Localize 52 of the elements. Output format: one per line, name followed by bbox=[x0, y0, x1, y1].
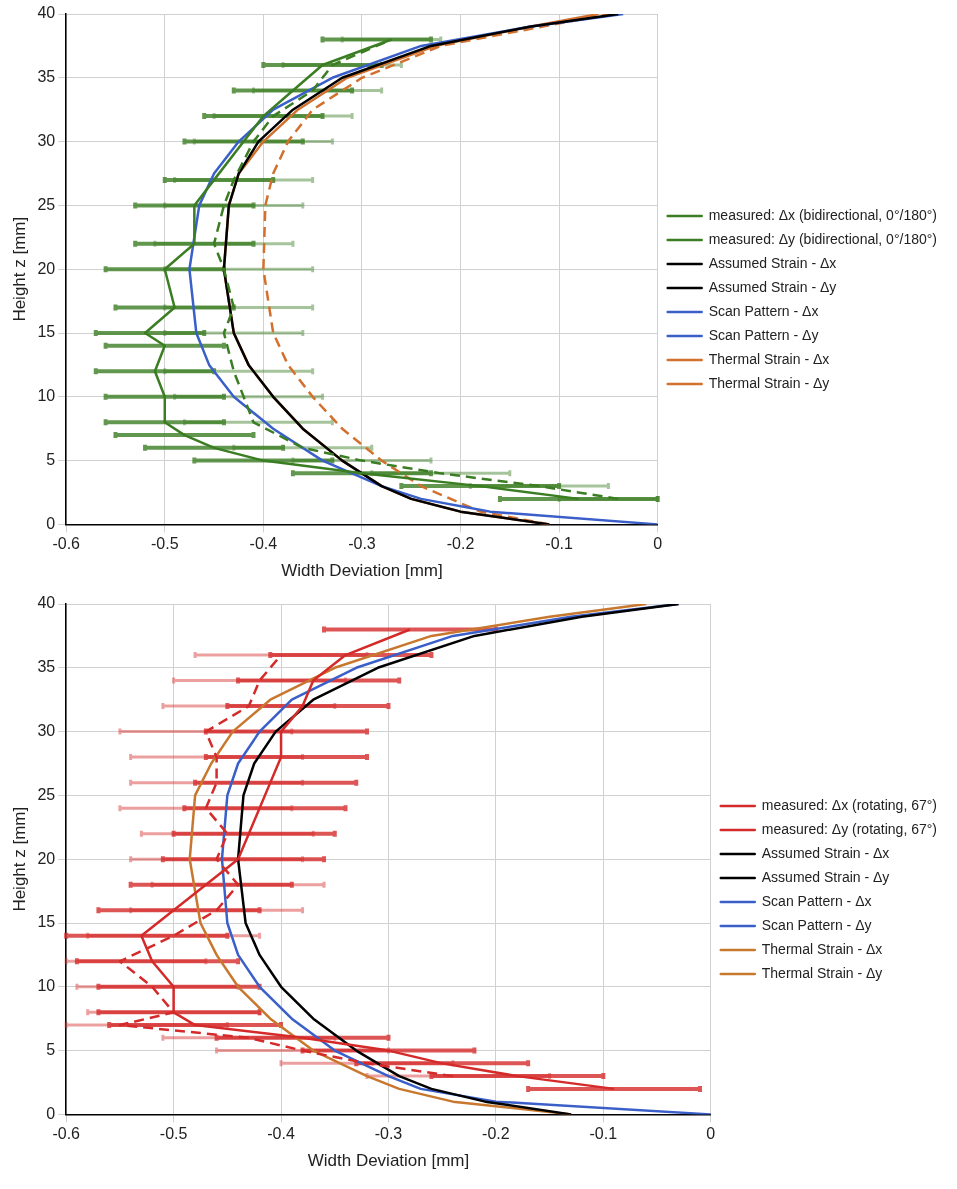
legend-label: measured: Δy (rotating, 67°) bbox=[761, 820, 937, 837]
y-axis-title: Height z [mm] bbox=[9, 216, 29, 322]
x-axis-title: Width Deviation [mm] bbox=[307, 1151, 470, 1171]
x-tick-label: -0.3 bbox=[348, 535, 376, 553]
x-tick-label: -0.4 bbox=[267, 1125, 295, 1143]
x-tick-label: -0.5 bbox=[159, 1125, 188, 1143]
legend-label: Assumed Strain - Δy bbox=[761, 868, 890, 885]
y-tick-label: 5 bbox=[46, 1041, 56, 1059]
legend-label: measured: Δx (bidirectional, 0°/180°) bbox=[708, 206, 938, 223]
y-tick-label: 20 bbox=[37, 849, 56, 867]
y-tick-label: 25 bbox=[37, 195, 56, 213]
y-tick-label: 0 bbox=[46, 1104, 56, 1122]
legend-label: measured: Δy (bidirectional, 0°/180°) bbox=[708, 230, 938, 247]
legend-label: Assumed Strain - Δx bbox=[708, 254, 837, 271]
y-tick-label: 15 bbox=[37, 913, 56, 931]
legend-label: Thermal Strain - Δx bbox=[761, 940, 883, 957]
legend-label: Assumed Strain - Δx bbox=[761, 844, 890, 861]
x-tick-label: -0.5 bbox=[150, 535, 179, 553]
x-tick-label: -0.3 bbox=[374, 1125, 403, 1143]
legend-label: Scan Pattern - Δx bbox=[761, 892, 872, 909]
x-tick-label: -0.1 bbox=[545, 535, 573, 553]
x-tick-label: 0 bbox=[706, 1125, 716, 1143]
y-tick-label: 35 bbox=[37, 658, 56, 676]
legend-label: measured: Δx (rotating, 67°) bbox=[761, 796, 937, 813]
x-tick-label: -0.2 bbox=[482, 1125, 510, 1143]
y-tick-label: 0 bbox=[46, 514, 56, 532]
legend-label: Scan Pattern - Δy bbox=[761, 916, 872, 933]
y-tick-label: 35 bbox=[37, 68, 56, 86]
y-tick-label: 20 bbox=[37, 259, 56, 277]
y-tick-label: 5 bbox=[46, 451, 56, 469]
x-tick-label: -0.2 bbox=[446, 535, 475, 553]
y-axis-title: Height z [mm] bbox=[9, 806, 29, 912]
legend-label: Thermal Strain - Δx bbox=[708, 350, 830, 367]
x-tick-label: 0 bbox=[653, 535, 663, 553]
x-tick-label: -0.4 bbox=[249, 535, 278, 553]
y-tick-label: 10 bbox=[37, 977, 56, 995]
y-tick-label: 25 bbox=[37, 785, 56, 803]
y-tick-label: 40 bbox=[37, 594, 56, 612]
x-tick-label: -0.1 bbox=[589, 1125, 618, 1143]
legend-label: Thermal Strain - Δy bbox=[708, 374, 830, 391]
x-tick-label: -0.6 bbox=[52, 1125, 81, 1143]
legend-label: Thermal Strain - Δy bbox=[761, 964, 883, 981]
legend-label: Scan Pattern - Δx bbox=[708, 302, 819, 319]
y-tick-label: 15 bbox=[37, 323, 56, 341]
x-tick-label: -0.6 bbox=[52, 535, 81, 553]
y-tick-label: 30 bbox=[37, 132, 56, 150]
legend-label: Assumed Strain - Δy bbox=[708, 278, 837, 295]
y-tick-label: 40 bbox=[37, 4, 56, 22]
legend-label: Scan Pattern - Δy bbox=[708, 326, 819, 343]
x-axis-title: Width Deviation [mm] bbox=[281, 561, 443, 581]
y-tick-label: 30 bbox=[37, 722, 56, 740]
y-tick-label: 10 bbox=[37, 387, 56, 405]
